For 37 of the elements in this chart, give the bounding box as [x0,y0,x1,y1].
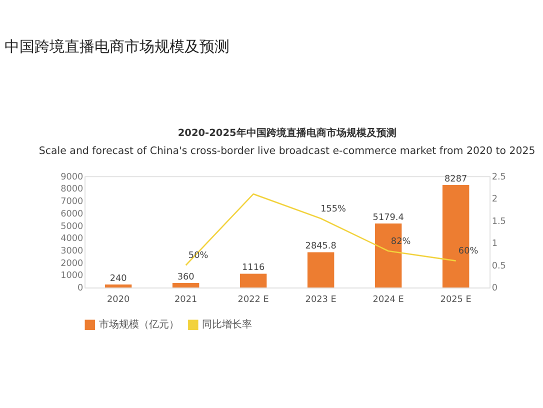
y-tick-label: 7000 [60,197,84,208]
y-tick-label: 5000 [60,222,84,232]
y-tick-label: 9000 [60,172,84,182]
y-tick-label: 6000 [60,209,84,220]
bar [307,252,334,288]
x-tick-label: 2023 E [305,295,337,306]
legend-label: 同比增长率 [202,318,252,331]
x-tick-label: 2021 [174,295,198,306]
bar [240,274,267,288]
bar [104,284,132,288]
x-tick-label: 2022 E [238,295,270,306]
y-tick-label: 4000 [60,234,84,244]
data-label: 1116 [242,263,265,274]
x-tick-label: 2025 E [440,295,472,306]
bar [172,283,200,288]
y-tick-label: 8000 [60,184,84,195]
data-label: 8287 [444,174,468,184]
y2-tick-label: 2 [492,194,498,205]
y2-tick-label: 0.5 [492,261,506,272]
chart-title: 中国跨境直播电商市场规模及预测 [4,38,230,56]
data-label: 2845.8 [305,242,337,252]
legend-label: 市场规模（亿元） [98,318,179,331]
y2-tick-label: 0 [492,284,498,294]
data-label: 360 [177,272,195,282]
y2-tick-label: 1.5 [492,216,506,227]
y-tick-label: 2000 [60,258,84,269]
data-label: 240 [110,274,128,284]
y2-tick-label: 2.5 [492,172,506,182]
y2-tick-label: 1 [492,239,498,250]
data-label: 155% [320,204,346,214]
y-tick-label: 0 [78,284,84,294]
y-tick-label: 1000 [60,271,84,282]
x-tick-label: 2024 E [372,295,404,306]
x-tick-label: 2020 [106,295,130,306]
chart-subtitle: 2020-2025年中国跨境直播电商市场规模及预测 Scale and forecast of China's cross-border live broadcast e-commerce market from 2020 to 2025 [38,127,536,157]
data-label: 5179.4 [372,212,404,223]
y-tick-label: 3000 [60,246,84,257]
